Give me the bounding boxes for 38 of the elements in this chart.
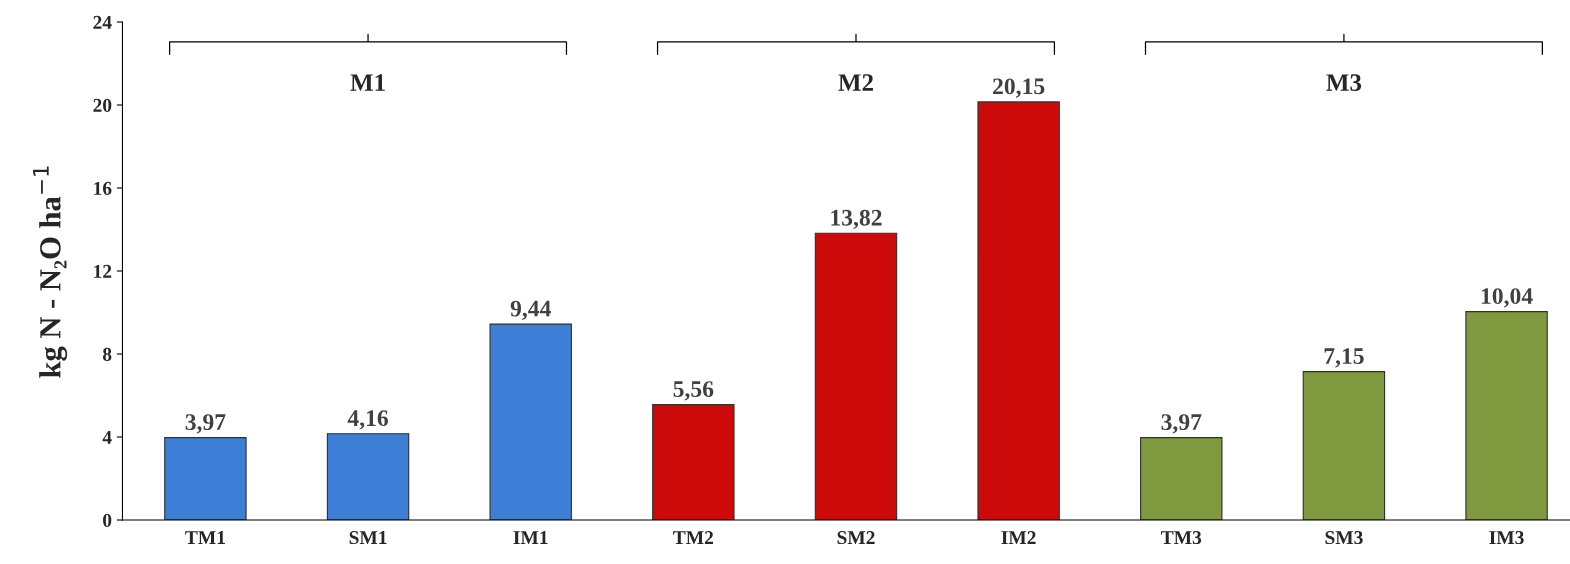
- x-tick-label: TM3: [1161, 531, 1202, 545]
- annotation: M3: [1326, 74, 1362, 91]
- data-label: 13,82: [831, 209, 882, 230]
- bar: [489, 323, 572, 521]
- y-tick-label: 0: [103, 513, 112, 527]
- x-tick-label: SM2: [837, 531, 875, 545]
- data-label: 5,56: [673, 381, 714, 401]
- y-axis-title: kg N - N₂O ha$^{−1}$: [33, 166, 68, 378]
- bar: [1140, 437, 1223, 521]
- data-label: 10,04: [1481, 288, 1533, 308]
- x-tick-label: TM1: [185, 531, 225, 544]
- bar: [1465, 311, 1548, 521]
- x-tick-label: TM2: [673, 531, 714, 544]
- data-label: 7,15: [1324, 348, 1364, 368]
- data-label: 9,44: [510, 300, 551, 320]
- annotation: M1: [350, 74, 385, 91]
- data-label: 3,97: [1161, 414, 1202, 434]
- bar: [977, 101, 1060, 521]
- data-label: 3,97: [185, 414, 226, 434]
- bar: [652, 404, 735, 521]
- y-tick-label: 4: [102, 430, 112, 444]
- y-tick-label: 8: [102, 347, 112, 361]
- x-tick-label: SM1: [349, 531, 387, 545]
- annotation: M2: [838, 74, 873, 91]
- y-tick-label: 24: [93, 15, 112, 29]
- bar: [164, 437, 247, 521]
- x-tick-label: IM3: [1489, 531, 1524, 545]
- bar: [326, 433, 410, 521]
- data-label: 4,16: [347, 410, 389, 430]
- bar: [1302, 371, 1386, 521]
- y-tick-label: 16: [94, 181, 112, 195]
- y-tick-label: 20: [93, 98, 112, 112]
- bar: [814, 232, 898, 521]
- y-tick-label: 12: [94, 264, 112, 278]
- data-label: 20,15: [993, 78, 1045, 98]
- x-tick-label: IM1: [513, 531, 548, 544]
- x-tick-label: IM2: [1001, 531, 1036, 544]
- x-tick-label: SM3: [1325, 531, 1363, 545]
